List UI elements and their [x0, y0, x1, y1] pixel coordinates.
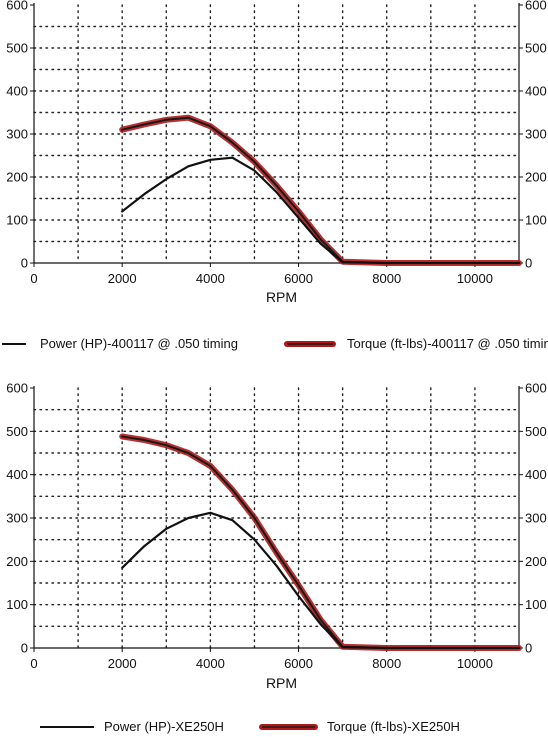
y-tick-label-right: 600 — [525, 0, 547, 13]
y-tick-label-left: 400 — [6, 467, 28, 482]
x-axis-title: RPM — [266, 675, 297, 691]
x-tick-label: 2000 — [108, 656, 137, 671]
x-tick-label: 6000 — [284, 656, 313, 671]
y-tick-label-right: 300 — [525, 511, 547, 526]
y-tick-label-left: 600 — [6, 381, 28, 396]
x-tick-label: 0 — [30, 656, 37, 671]
y-tick-label-right: 600 — [525, 381, 547, 396]
x-tick-label: 10000 — [457, 656, 493, 671]
x-axis-title: RPM — [266, 289, 297, 305]
y-tick-label-left: 600 — [6, 0, 28, 13]
x-tick-label: 8000 — [372, 271, 401, 286]
legend-label-power: Power (HP)-XE250H — [104, 719, 224, 734]
x-tick-label: 4000 — [196, 271, 225, 286]
grid — [33, 387, 520, 649]
y-tick-label-right: 300 — [525, 127, 547, 142]
y-tick-label-right: 100 — [525, 597, 547, 612]
y-tick-label-left: 500 — [6, 41, 28, 56]
y-tick-label-right: 500 — [525, 424, 547, 439]
x-tick-label: 8000 — [372, 656, 401, 671]
y-tick-label-right: 200 — [525, 170, 547, 185]
y-tick-label-right: 0 — [525, 256, 532, 271]
y-tick-label-right: 0 — [525, 641, 532, 656]
y-tick-label-left: 200 — [6, 170, 28, 185]
y-tick-label-left: 400 — [6, 84, 28, 99]
y-tick-label-left: 100 — [6, 597, 28, 612]
x-tick-label: 10000 — [457, 271, 493, 286]
y-tick-label-right: 400 — [525, 84, 547, 99]
y-tick-label-left: 500 — [6, 424, 28, 439]
y-tick-label-left: 0 — [21, 256, 28, 271]
series-line-power — [121, 156, 521, 265]
x-tick-label: 4000 — [196, 656, 225, 671]
legend-label-torque: Torque (ft-lbs)-XE250H — [327, 719, 460, 734]
x-tick-label: 6000 — [284, 271, 313, 286]
y-tick-label-right: 200 — [525, 554, 547, 569]
legend-label-torque: Torque (ft-lbs)-400117 @ .050 timing — [347, 336, 548, 351]
y-tick-label-left: 0 — [21, 641, 28, 656]
x-tick-label: 0 — [30, 271, 37, 286]
y-tick-label-right: 400 — [525, 467, 547, 482]
y-tick-label-left: 100 — [6, 213, 28, 228]
y-tick-label-right: 100 — [525, 213, 547, 228]
y-tick-label-right: 500 — [525, 41, 547, 56]
x-tick-label: 2000 — [108, 271, 137, 286]
legend-label-power: Power (HP)-400117 @ .050 timing — [40, 336, 238, 351]
y-tick-label-left: 300 — [6, 511, 28, 526]
series-line-power — [121, 511, 521, 650]
y-tick-label-left: 300 — [6, 127, 28, 142]
y-tick-label-left: 200 — [6, 554, 28, 569]
grid — [33, 4, 520, 264]
